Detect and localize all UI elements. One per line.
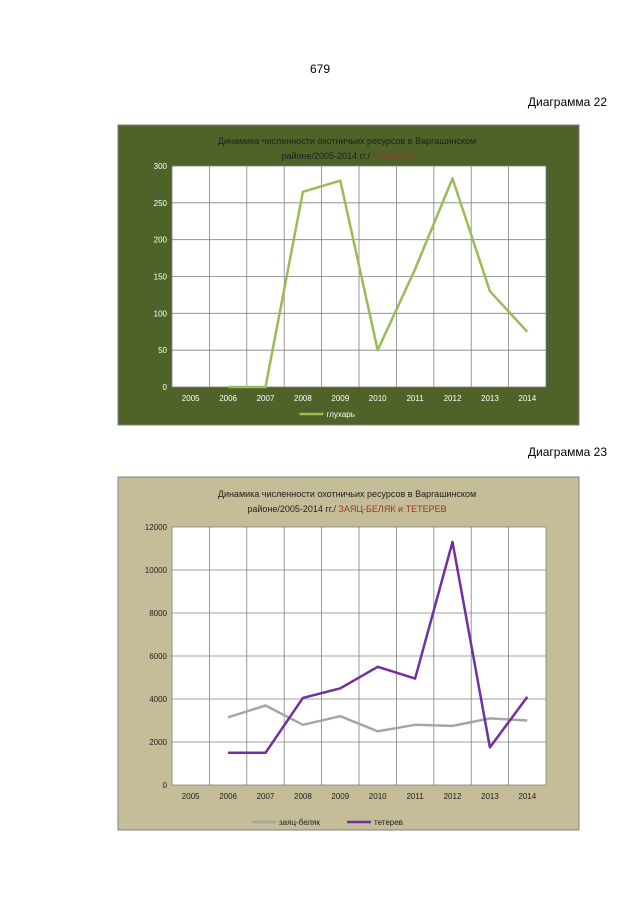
chart2-legend-label-2: тетерев xyxy=(374,818,403,827)
chart2-title-period: районе/2005-2014 гг./ xyxy=(247,504,338,514)
chart2-x-tick-label: 2009 xyxy=(331,792,349,801)
chart2-title-line2: районе/2005-2014 гг./ ЗАЯЦ-БЕЛЯК и ТЕТЕР… xyxy=(247,504,446,514)
diagram-22-caption: Диаграмма 22 xyxy=(527,95,607,109)
chart1-series-line-1 xyxy=(228,177,529,389)
chart2-x-tick-label: 2007 xyxy=(257,792,275,801)
diagram-23-caption: Диаграмма 23 xyxy=(527,445,607,459)
chart2-x-tick-label: 2014 xyxy=(518,792,536,801)
chart1-title-species: ГЛУХАРЬ xyxy=(373,151,413,161)
chart1-x-tick-label: 2013 xyxy=(481,394,499,403)
chart2-x-tick-label: 2006 xyxy=(219,792,237,801)
chart1-title-line2: районе/2005-2014 гг./ ГЛУХАРЬ xyxy=(282,151,413,161)
chart2-y-tick-label: 6000 xyxy=(149,652,167,661)
chart2-x-tick-label: 2013 xyxy=(481,792,499,801)
chart2-series-line-2 xyxy=(228,540,529,755)
chart1-y-tick-label: 200 xyxy=(154,236,168,245)
chart2-y-tick-label: 2000 xyxy=(149,738,167,747)
chart1-x-tick-label: 2011 xyxy=(406,394,424,403)
chart1-x-tick-label: 2009 xyxy=(331,394,349,403)
chart1-y-tick-label: 300 xyxy=(154,162,168,171)
chart1-x-tick-label: 2007 xyxy=(257,394,275,403)
chart2-x-tick-label: 2005 xyxy=(182,792,200,801)
chart2-x-tick-label: 2010 xyxy=(369,792,387,801)
page-number: 679 xyxy=(309,62,331,76)
chart1-x-tick-label: 2008 xyxy=(294,394,312,403)
chart1-x-tick-label: 2014 xyxy=(518,394,536,403)
chart1-y-tick-label: 0 xyxy=(163,383,168,392)
chart2-y-tick-label: 12000 xyxy=(145,523,168,532)
chart1-y-tick-label: 150 xyxy=(154,273,168,282)
chart1-legend-label-1: глухарь xyxy=(327,410,355,419)
chart2-x-tick-label: 2012 xyxy=(444,792,462,801)
chart2-title-line1: Динамика численности охотничьих ресурсов… xyxy=(218,489,476,499)
chart1-y-tick-label: 250 xyxy=(154,199,168,208)
chart1-x-tick-label: 2006 xyxy=(219,394,237,403)
chart1-x-tick-label: 2010 xyxy=(369,394,387,403)
chart2-y-tick-label: 10000 xyxy=(145,566,168,575)
chart2-y-tick-label: 8000 xyxy=(149,609,167,618)
chart2-legend-label-1: заяц-беляк xyxy=(279,818,320,827)
chart2-title-species: ЗАЯЦ-БЕЛЯК и ТЕТЕРЕВ xyxy=(338,504,446,514)
chart1-title-line1: Динамика численности охотничьих ресурсов… xyxy=(218,136,476,146)
chart2-y-tick-label: 0 xyxy=(163,781,168,790)
chart1-title-period: районе/2005-2014 гг./ xyxy=(282,151,373,161)
chart2-series-line-1 xyxy=(227,704,528,733)
chart2-y-tick-label: 4000 xyxy=(149,695,167,704)
chart1-y-tick-label: 50 xyxy=(158,346,167,355)
chart1-y-tick-label: 100 xyxy=(154,309,168,318)
chart1-x-tick-label: 2005 xyxy=(182,394,200,403)
chart2-x-tick-label: 2008 xyxy=(294,792,312,801)
chart1-x-tick-label: 2012 xyxy=(444,394,462,403)
chart2-x-tick-label: 2011 xyxy=(406,792,424,801)
